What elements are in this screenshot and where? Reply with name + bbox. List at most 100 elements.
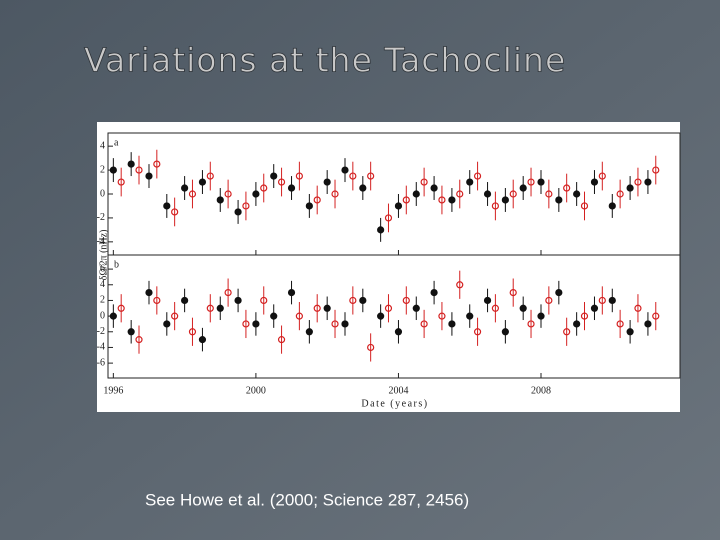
- data-point: [313, 196, 321, 204]
- x-tick-label: 2004: [388, 385, 408, 396]
- data-point: [323, 304, 331, 312]
- figure-panel: [97, 122, 680, 412]
- data-point: [519, 304, 527, 312]
- data-point: [305, 202, 313, 210]
- data-point: [438, 196, 446, 204]
- y-tick-label: 6: [100, 263, 105, 274]
- data-point: [537, 312, 545, 320]
- data-point: [590, 178, 599, 186]
- data-point: [270, 312, 278, 320]
- data-point: [527, 178, 535, 186]
- data-point: [260, 184, 268, 192]
- data-point: [491, 202, 499, 210]
- data-point: [295, 172, 303, 180]
- data-point: [456, 281, 464, 289]
- data-point: [349, 296, 357, 305]
- data-point: [109, 166, 117, 174]
- data-point: [384, 304, 393, 312]
- data-point: [616, 320, 624, 328]
- data-point: [483, 296, 492, 305]
- data-point: [163, 202, 171, 210]
- data-point: [598, 296, 606, 305]
- data-point: [555, 196, 563, 204]
- data-point: [394, 202, 403, 210]
- data-point: [412, 190, 420, 198]
- data-point: [634, 178, 642, 186]
- data-point: [188, 190, 197, 198]
- data-point: [608, 202, 616, 210]
- data-point: [216, 196, 224, 204]
- data-point: [420, 320, 428, 328]
- data-point: [377, 226, 385, 234]
- y-tick-label: -2: [97, 326, 105, 337]
- data-point: [616, 190, 624, 198]
- data-point: [341, 320, 349, 328]
- data-point: [501, 196, 509, 204]
- data-point: [644, 178, 652, 186]
- data-point: [287, 289, 296, 297]
- data-point: [135, 166, 143, 174]
- data-point: [626, 184, 634, 192]
- data-point: [252, 190, 260, 198]
- data-point: [145, 289, 153, 297]
- data-point: [224, 190, 232, 198]
- data-point: [270, 172, 278, 180]
- panel-label: b: [114, 259, 119, 270]
- data-point: [153, 160, 161, 168]
- data-point: [652, 166, 660, 174]
- data-point: [580, 202, 589, 210]
- data-point: [224, 289, 232, 297]
- panel-label: a: [114, 137, 119, 148]
- data-point: [287, 184, 296, 192]
- data-point: [331, 320, 339, 328]
- data-point: [163, 320, 171, 328]
- y-tick-label: -4: [97, 236, 105, 247]
- data-point: [509, 289, 517, 297]
- slide-title: Variations at the Tachocline: [84, 41, 566, 80]
- data-point: [234, 296, 242, 305]
- data-point: [590, 304, 599, 312]
- data-point: [509, 190, 517, 198]
- data-point: [466, 178, 474, 186]
- data-point: [644, 320, 652, 328]
- y-tick-label: 0: [100, 188, 105, 199]
- data-point: [402, 296, 410, 305]
- y-tick-label: -6: [97, 357, 105, 368]
- data-point: [260, 296, 268, 305]
- data-point: [171, 312, 179, 320]
- data-point: [109, 312, 117, 320]
- data-point: [145, 172, 153, 180]
- data-point: [412, 304, 420, 312]
- data-point: [359, 184, 367, 192]
- data-point: [598, 172, 606, 180]
- y-tick-label: -2: [97, 212, 105, 223]
- data-point: [242, 202, 250, 210]
- data-point: [430, 289, 438, 297]
- data-point: [555, 289, 563, 297]
- data-point: [242, 320, 250, 328]
- data-point: [181, 296, 189, 305]
- data-point: [135, 336, 143, 344]
- y-tick-label: 0: [100, 310, 105, 321]
- data-point: [198, 336, 207, 344]
- data-point: [367, 343, 375, 352]
- data-point: [295, 312, 303, 320]
- x-tick-label: 2008: [531, 385, 551, 396]
- data-point: [438, 312, 446, 320]
- data-point: [456, 190, 464, 198]
- data-point: [473, 328, 482, 336]
- data-point: [580, 312, 589, 320]
- y-tick-label: 2: [100, 295, 105, 306]
- data-point: [537, 178, 545, 186]
- data-point: [483, 190, 492, 198]
- data-point: [198, 178, 207, 186]
- data-point: [563, 184, 571, 192]
- data-point: [206, 304, 214, 312]
- x-axis-label: Date (years): [361, 398, 428, 409]
- data-point: [573, 320, 581, 328]
- x-tick-label: 1996: [103, 385, 123, 396]
- caption: See Howe et al. (2000; Science 287, 2456…: [145, 490, 469, 509]
- data-point: [216, 304, 224, 312]
- data-point: [252, 320, 260, 328]
